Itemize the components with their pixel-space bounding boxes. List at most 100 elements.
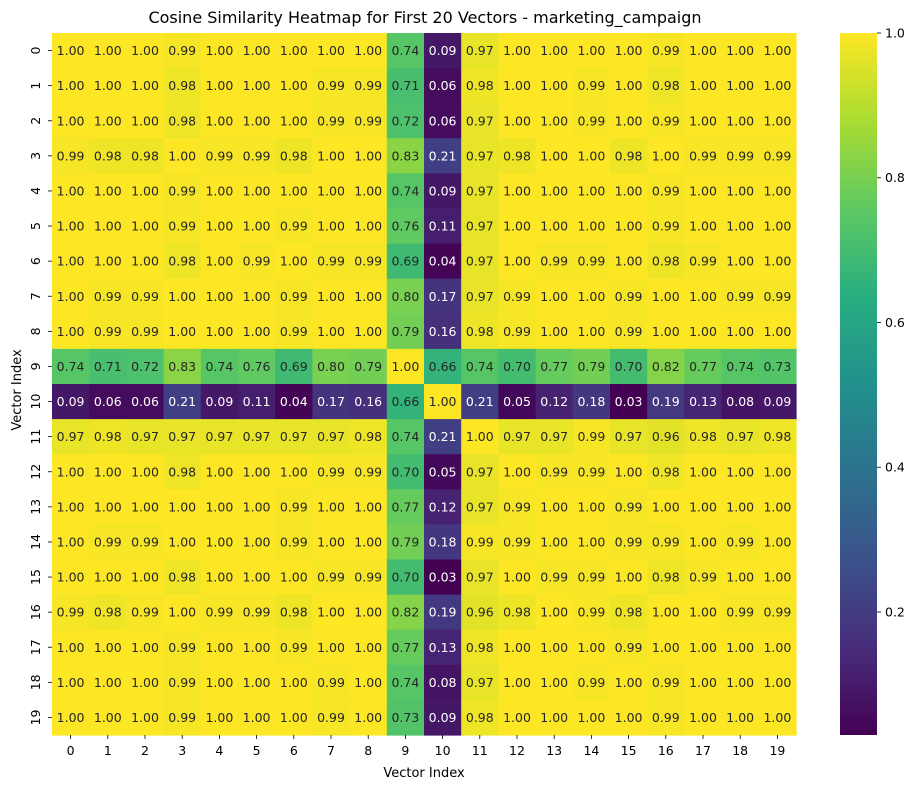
heatmap-cell xyxy=(535,208,574,245)
cell-value-label: 1.00 xyxy=(317,534,345,549)
cell-value-label: 1.00 xyxy=(280,43,308,58)
heatmap-cell xyxy=(275,138,313,174)
y-tick-label: 14 xyxy=(28,534,43,550)
cell-value-label: 0.98 xyxy=(94,605,122,620)
heatmap-cell xyxy=(52,594,90,631)
heatmap-cell xyxy=(238,103,276,139)
heatmap-cell xyxy=(535,33,574,69)
heatmap-cell xyxy=(386,664,425,701)
colorbar-tick-label: 0.2 xyxy=(885,604,905,619)
cell-value-label: 0.97 xyxy=(466,183,494,198)
heatmap-cell xyxy=(572,103,611,139)
x-tick-label: 4 xyxy=(215,743,223,758)
heatmap-cell xyxy=(461,173,499,210)
colorbar xyxy=(840,33,877,735)
cell-value-label: 1.00 xyxy=(503,710,531,725)
cell-value-label: 1.00 xyxy=(94,499,122,514)
heatmap-cell xyxy=(758,243,797,280)
cell-value-label: 0.98 xyxy=(652,464,680,479)
heatmap-cell xyxy=(126,33,165,69)
cell-value-label: 1.00 xyxy=(726,710,754,725)
cell-value-label: 0.97 xyxy=(168,429,196,444)
heatmap-cell xyxy=(498,173,537,210)
heatmap-cell xyxy=(572,348,611,385)
cell-value-label: 1.00 xyxy=(205,324,233,339)
heatmap-cell xyxy=(498,524,537,561)
heatmap-cell xyxy=(386,138,425,174)
heatmap-cell xyxy=(238,454,276,490)
heatmap-cell xyxy=(424,629,462,666)
heatmap-cell xyxy=(424,138,462,174)
cell-value-label: 0.21 xyxy=(429,429,457,444)
cell-value-label: 0.99 xyxy=(577,113,605,128)
heatmap-cell xyxy=(163,208,202,245)
cell-value-label: 0.97 xyxy=(466,464,494,479)
heatmap-cell xyxy=(238,384,276,420)
cell-value-label: 0.82 xyxy=(391,605,419,620)
heatmap-cell xyxy=(572,313,611,350)
heatmap-cell xyxy=(498,33,537,69)
heatmap-cell xyxy=(89,559,127,596)
heatmap-cell xyxy=(647,243,685,280)
heatmap-cell xyxy=(721,68,760,104)
cell-value-label: 0.99 xyxy=(763,289,791,304)
cell-value-label: 1.00 xyxy=(243,499,271,514)
heatmap-cell xyxy=(238,348,276,385)
cell-value-label: 1.00 xyxy=(354,499,382,514)
cell-value-label: 1.00 xyxy=(540,640,568,655)
cell-value-label: 0.97 xyxy=(466,570,494,585)
heatmap-cell xyxy=(238,489,276,525)
heatmap-cell xyxy=(684,138,723,174)
heatmap-cell xyxy=(647,348,685,385)
heatmap-cell xyxy=(647,278,685,315)
heatmap-cell xyxy=(312,699,351,736)
heatmap-cell xyxy=(610,489,648,525)
heatmap-cell xyxy=(275,489,313,525)
heatmap-cell xyxy=(684,278,723,315)
cell-value-label: 0.11 xyxy=(429,219,457,234)
cell-value-label: 0.05 xyxy=(503,394,531,409)
cell-value-label: 0.99 xyxy=(503,534,531,549)
cell-value-label: 0.73 xyxy=(391,710,419,725)
heatmap-cell xyxy=(163,664,202,701)
y-tick-label: 10 xyxy=(28,394,43,410)
heatmap-cell xyxy=(312,68,351,104)
cell-value-label: 1.00 xyxy=(763,464,791,479)
cell-value-label: 1.00 xyxy=(243,464,271,479)
cell-value-label: 0.98 xyxy=(615,148,643,163)
cell-value-label: 1.00 xyxy=(131,254,159,269)
heatmap-cell xyxy=(386,278,425,315)
cell-value-label: 1.00 xyxy=(503,640,531,655)
heatmap-cell xyxy=(498,629,537,666)
heatmap-cell xyxy=(200,103,239,139)
cell-value-label: 1.00 xyxy=(540,534,568,549)
cell-value-label: 1.00 xyxy=(57,710,85,725)
heatmap-cell xyxy=(126,103,165,139)
heatmap-cell xyxy=(386,208,425,245)
cell-value-label: 1.00 xyxy=(94,675,122,690)
heatmap-cell xyxy=(275,664,313,701)
cell-value-label: 0.98 xyxy=(652,254,680,269)
heatmap-cell xyxy=(684,629,723,666)
cell-value-label: 1.00 xyxy=(354,534,382,549)
y-tick-label: 13 xyxy=(28,499,43,515)
heatmap-cell xyxy=(647,103,685,139)
heatmap-cell xyxy=(647,664,685,701)
cell-value-label: 1.00 xyxy=(94,43,122,58)
heatmap-cell xyxy=(200,419,239,455)
heatmap-cell xyxy=(498,559,537,596)
heatmap-cell xyxy=(349,559,388,596)
heatmap-cell xyxy=(349,594,388,631)
heatmap-cell xyxy=(721,173,760,210)
cell-value-label: 0.16 xyxy=(354,394,382,409)
cell-value-label: 1.00 xyxy=(689,43,717,58)
heatmap-cell xyxy=(498,699,537,736)
cell-value-label: 0.06 xyxy=(131,394,159,409)
y-tick-label: 16 xyxy=(28,604,43,620)
cell-value-label: 1.00 xyxy=(615,570,643,585)
x-tick-label: 17 xyxy=(695,743,711,758)
cell-value-label: 1.00 xyxy=(615,710,643,725)
heatmap-cell xyxy=(758,348,797,385)
heatmap-cell xyxy=(89,138,127,174)
cell-value-label: 1.00 xyxy=(540,605,568,620)
